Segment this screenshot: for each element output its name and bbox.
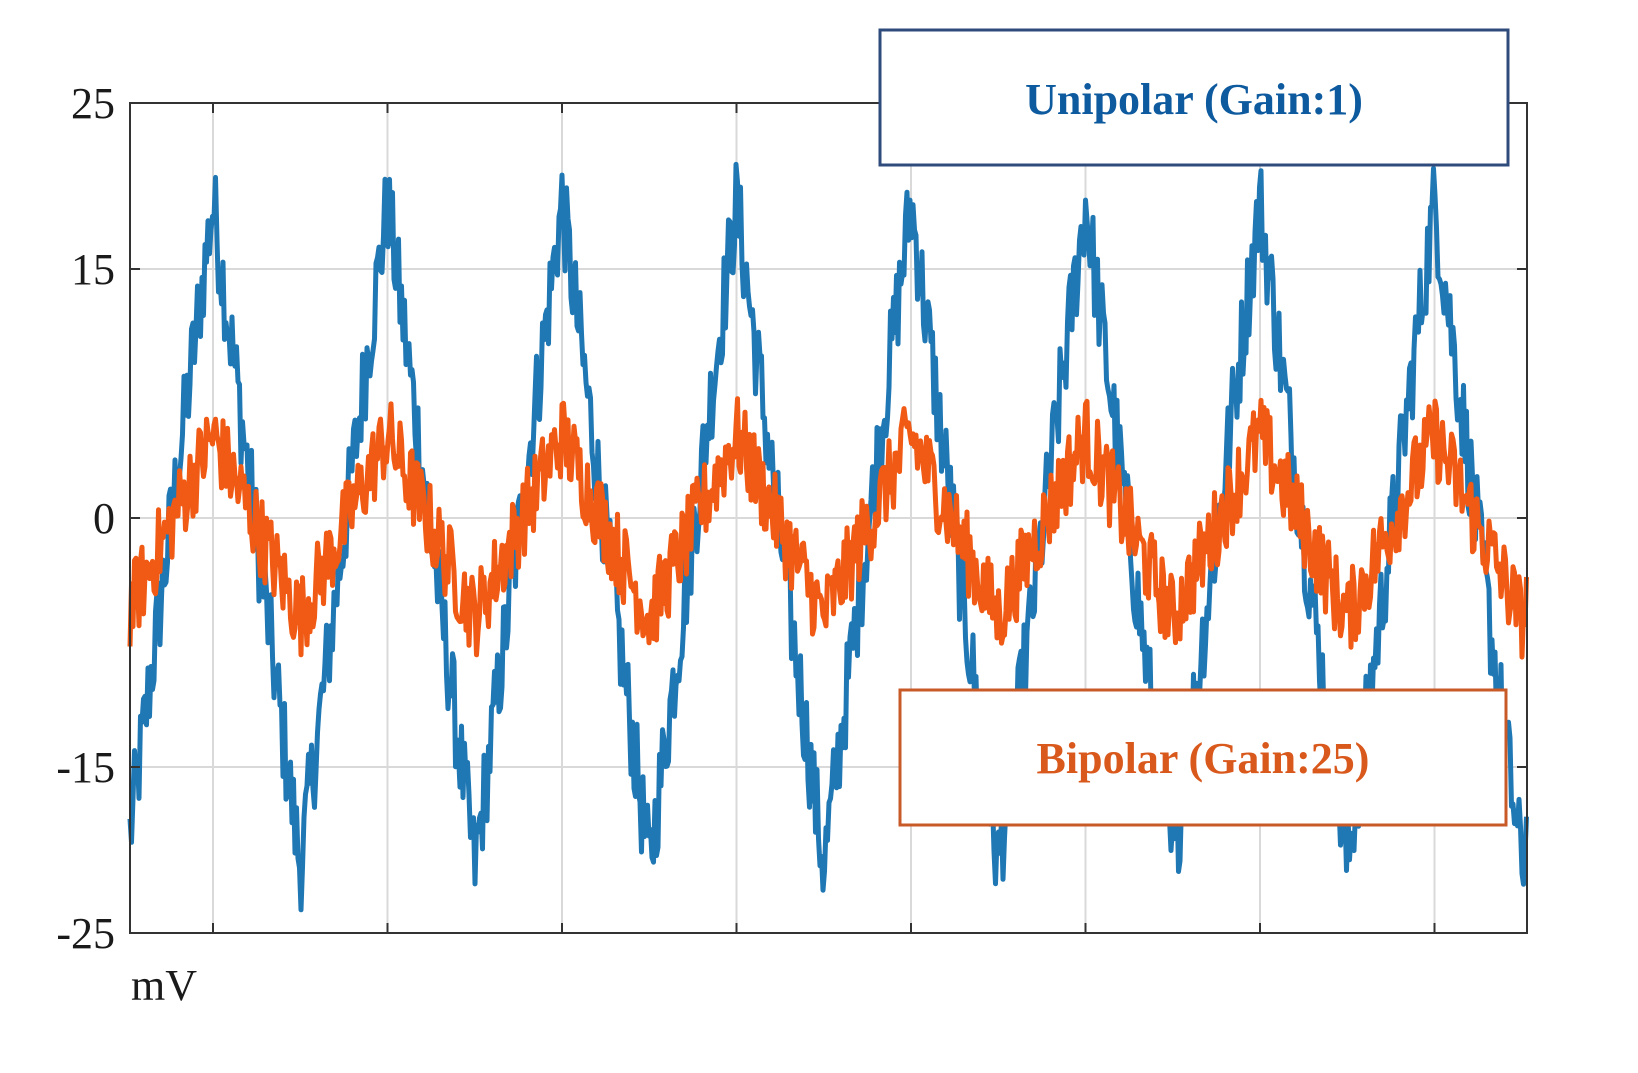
y-unit-label: mV [131, 961, 197, 1010]
y-tick-label: 15 [71, 245, 115, 294]
legend-bipolar-label: Bipolar (Gain:25) [1037, 734, 1370, 783]
y-tick-label: 0 [93, 494, 115, 543]
y-tick-label: -25 [56, 909, 115, 958]
legend-unipolar-label: Unipolar (Gain:1) [1025, 75, 1363, 124]
y-ticks: 25 15 0 -15 -25 [56, 79, 1527, 958]
legend-bipolar-box [898, 688, 1508, 827]
y-tick-label: -15 [56, 743, 115, 792]
series-layer [127, 161, 1529, 913]
y-tick-label: 25 [71, 79, 115, 128]
legend-unipolar: Unipolar (Gain:1) [878, 28, 1510, 167]
legend-bipolar: Bipolar (Gain:25) [898, 688, 1508, 827]
legend-unipolar-box [878, 28, 1510, 167]
series-bipolar-line [127, 396, 1529, 660]
series-unipolar-line [127, 161, 1529, 913]
